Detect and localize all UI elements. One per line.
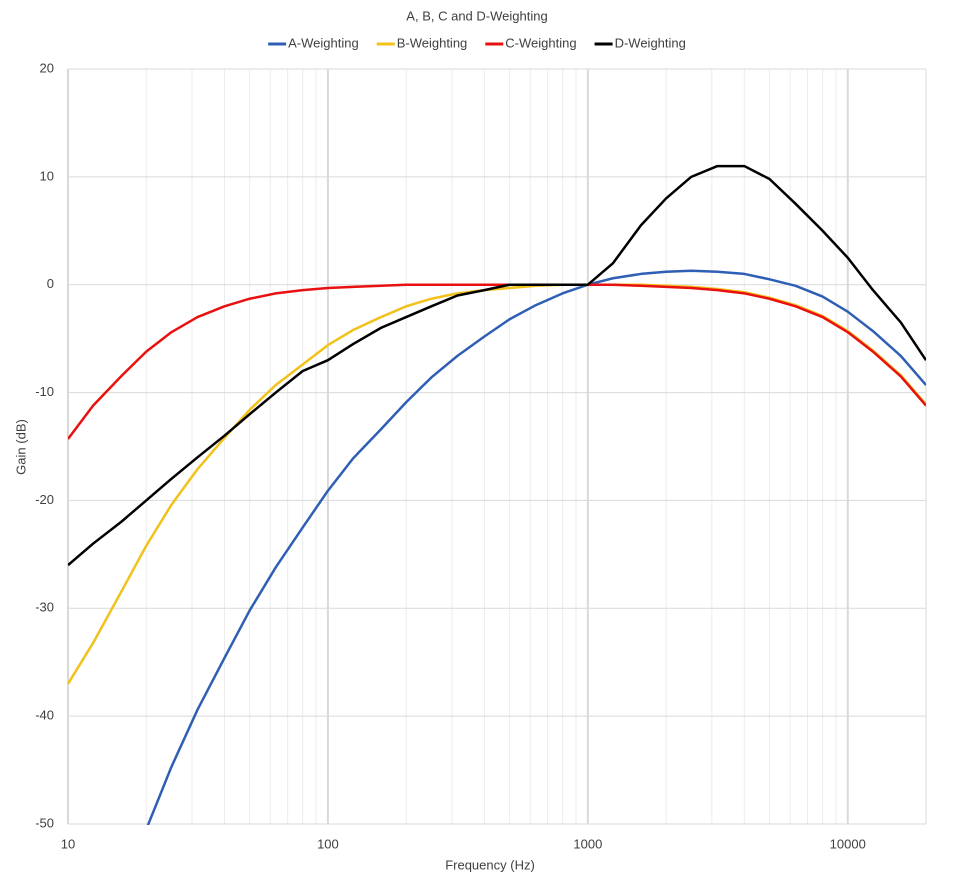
- series-line: [68, 283, 926, 440]
- series-line: [146, 269, 926, 825]
- y-tick-label: 0: [47, 276, 54, 291]
- y-tick-label: -40: [35, 708, 54, 723]
- legend-label: B-Weighting: [397, 35, 468, 50]
- legend-label: A-Weighting: [288, 35, 359, 50]
- y-tick-label: 20: [40, 60, 54, 75]
- chart-title: A, B, C and D-Weighting: [406, 8, 547, 23]
- x-tick-label: 100: [317, 836, 339, 851]
- y-axis-title: Gain (dB): [13, 419, 28, 475]
- y-tick-label: -50: [35, 815, 54, 830]
- legend: A-Weighting B-Weighting C-Weighting D-Weigh…: [268, 35, 686, 50]
- grid: [67, 68, 927, 825]
- y-tick-label: -30: [35, 600, 54, 615]
- x-tick-label: 10000: [830, 836, 866, 851]
- x-tick-label: 1000: [573, 836, 602, 851]
- plot-area: [68, 164, 926, 825]
- y-tick-label: -10: [35, 384, 54, 399]
- legend-label: C-Weighting: [505, 35, 576, 50]
- x-tick-label: 10: [61, 836, 75, 851]
- legend-label: D-Weighting: [615, 35, 686, 50]
- x-axis-title: Frequency (Hz): [445, 857, 535, 872]
- y-tick-label: 10: [40, 168, 54, 183]
- y-tick-label: -20: [35, 492, 54, 507]
- series-line: [68, 164, 926, 567]
